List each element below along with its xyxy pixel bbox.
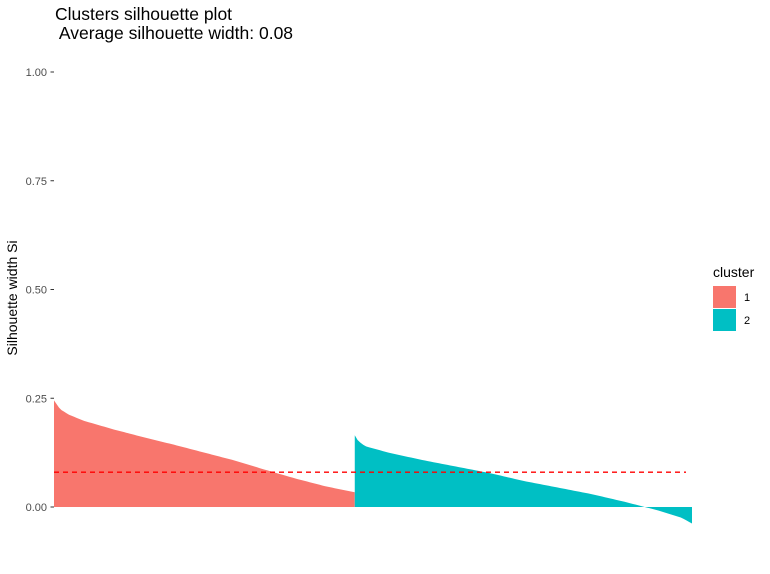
legend-label-cluster-2: 2 [744,315,750,327]
y-tick-label: 0.75 [26,176,47,188]
legend-key-cluster-2 [713,309,736,331]
legend-label-cluster-1: 1 [744,292,750,304]
chart-subtitle: Average silhouette width: 0.08 [55,23,294,43]
cluster-2-silhouette-area [354,435,692,524]
plot-area [54,400,692,524]
cluster-1-silhouette-area [54,400,355,507]
legend: cluster 1 2 [713,264,755,331]
y-tick-label: 1.00 [26,67,47,79]
y-tick-label: 0.50 [26,285,47,297]
y-tick-label: 0.25 [26,393,47,405]
chart-title: Clusters silhouette plot [55,4,233,24]
y-axis: 0.00 0.25 0.50 0.75 1.00 [26,67,54,514]
legend-key-cluster-1 [713,286,736,308]
y-axis-title: Silhouette width Si [4,240,20,355]
y-tick-label: 0.00 [26,502,47,514]
legend-title: cluster [713,264,755,280]
